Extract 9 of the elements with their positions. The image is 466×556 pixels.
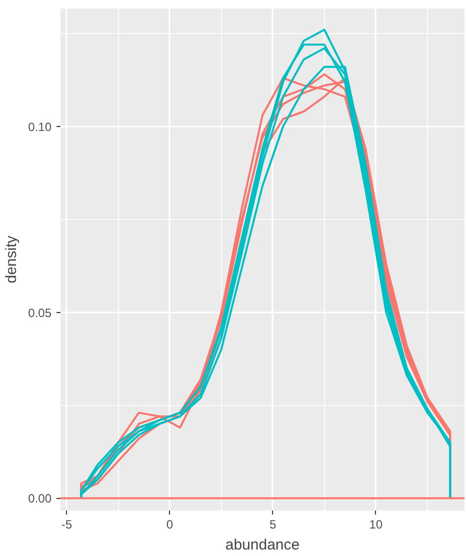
x-tick-label: 10 (369, 518, 383, 532)
x-tick-label: -5 (61, 518, 72, 532)
y-tick-label: 0.00 (28, 492, 52, 506)
x-tick-label: 0 (166, 518, 174, 532)
x-axis-title: abundance (225, 536, 300, 554)
y-axis-title: density (3, 235, 20, 284)
x-tick-label: 5 (269, 518, 276, 532)
y-tick-label: 0.10 (28, 120, 52, 134)
y-tick-label: 0.05 (28, 306, 52, 320)
